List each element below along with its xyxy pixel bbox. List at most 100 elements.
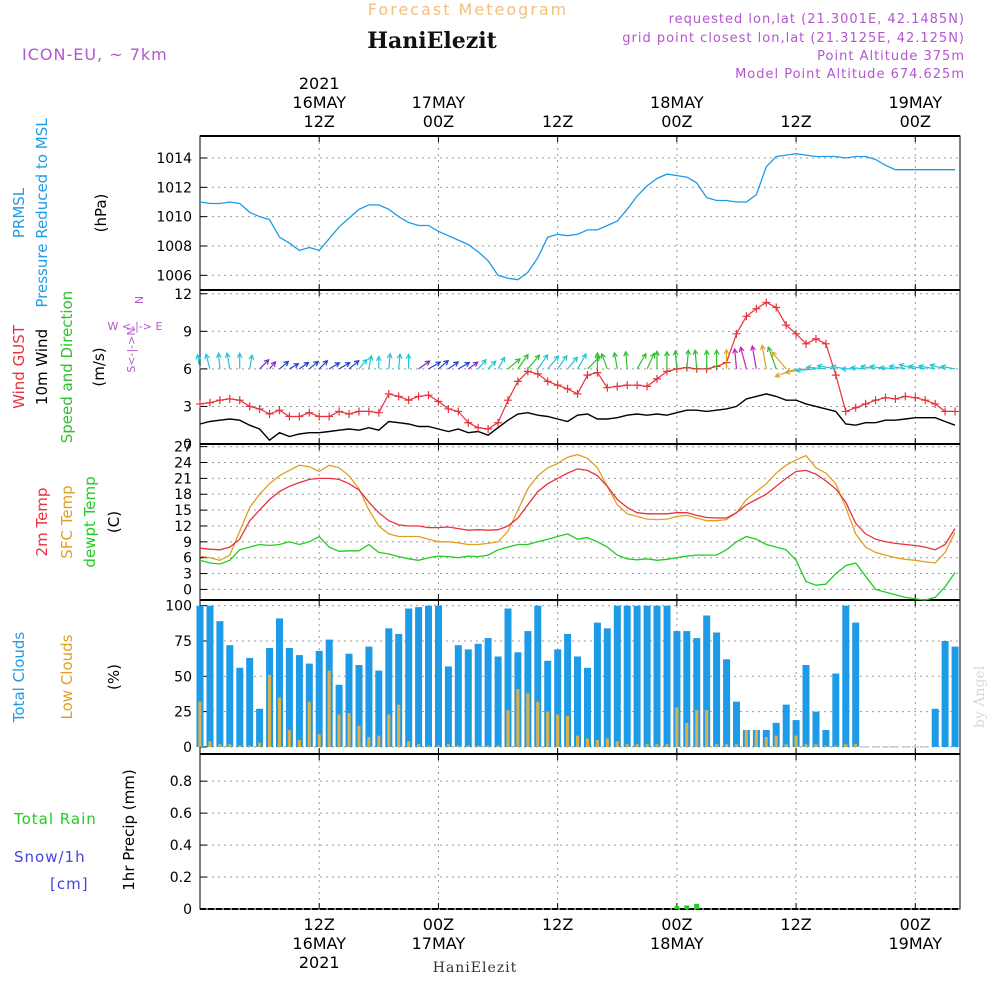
panels: 1006100810101012101403691203691215182124… (10, 118, 961, 918)
dewpt-line (199, 533, 956, 601)
total-cloud-bar (852, 622, 860, 747)
wind-arrow (418, 360, 431, 370)
total-cloud-bar (295, 655, 303, 747)
low-cloud-bar (496, 745, 500, 747)
total-cloud-bar (385, 628, 393, 747)
total-cloud-bar (703, 615, 711, 747)
gust-marker (345, 409, 354, 418)
low-cloud-bar (407, 741, 411, 747)
gust-marker (643, 382, 652, 391)
total-cloud-bar (315, 650, 323, 747)
low-cloud-bar (337, 714, 341, 747)
wind-arrow (868, 364, 886, 370)
gust-marker (484, 424, 493, 433)
total-cloud-bar (772, 722, 780, 747)
wind-arrow (318, 359, 329, 370)
low-cloud-bar (426, 745, 430, 747)
low-cloud-bar (466, 745, 470, 747)
wind-arrow (623, 350, 629, 369)
wind-arrow (587, 355, 601, 370)
low-cloud-bar (347, 713, 351, 747)
panel-label: (C) (105, 511, 123, 533)
total-cloud-bar (435, 605, 442, 747)
low-cloud-bar (645, 744, 649, 747)
gust-marker (354, 407, 363, 416)
y-tick-label: 3 (183, 567, 192, 583)
gust-marker (861, 399, 870, 408)
gust-marker (394, 392, 403, 401)
requested-coords: requested lon,lat (21.3001E, 42.1485N) (669, 12, 965, 27)
gust-marker (821, 339, 830, 348)
wind-arrow (703, 349, 710, 369)
total-cloud-bar (941, 641, 949, 747)
low-cloud-bar (744, 730, 748, 747)
total-cloud-bar (415, 607, 423, 747)
gust-marker (951, 407, 960, 416)
wind-arrow (805, 364, 826, 371)
time-axis-label: 16MAY (292, 93, 346, 112)
panel-label: 10m Wind (33, 329, 51, 405)
precip-bar (674, 906, 680, 909)
time-axis-label: 12Z (304, 112, 335, 131)
time-axis-label: 17MAY (412, 934, 466, 953)
gust-marker (742, 312, 751, 321)
gust-marker (235, 396, 244, 405)
low-cloud-bar (397, 704, 401, 747)
low-cloud-bar (834, 745, 838, 747)
panel-label: (m/s) (90, 347, 108, 386)
compass-s: S<-|->N (125, 327, 138, 372)
low-cloud-bar (605, 738, 609, 747)
y-tick-label: 1010 (156, 210, 192, 226)
wind-arrow (204, 353, 211, 370)
gust-marker (831, 371, 840, 380)
total-cloud-bar (444, 666, 452, 747)
gust-marker (245, 402, 254, 411)
wind-arrow (646, 352, 656, 370)
sfc-temp-line (199, 453, 956, 564)
low-cloud-bar (277, 697, 281, 747)
total-cloud-bar (683, 631, 691, 747)
total-cloud-bar (524, 631, 532, 747)
y-tick-label: 0 (183, 740, 192, 756)
y-tick-label: 27 (174, 440, 192, 456)
total-cloud-bar (653, 605, 661, 747)
precip-label-snow: Snow/1h (14, 848, 86, 866)
time-axis-label: 00Z (661, 112, 692, 131)
wind-arrow (816, 363, 836, 370)
low-cloud-bar (764, 737, 768, 747)
time-axis-label: 2021 (299, 74, 340, 93)
gust-marker (841, 407, 850, 416)
low-cloud-bar (436, 745, 440, 747)
total-cloud-bar (693, 638, 701, 747)
total-cloud-bar (196, 605, 204, 747)
gust-marker (364, 407, 373, 416)
total-cloud-bar (643, 605, 651, 747)
low-cloud-bar (218, 744, 222, 747)
gust-marker (414, 392, 423, 401)
gust-marker (921, 396, 930, 405)
total-cloud-bar (484, 638, 492, 747)
wind-arrow (438, 359, 450, 370)
panel-label: Pressure Reduced to MSL (33, 118, 51, 308)
total-cloud-bar (256, 708, 264, 747)
gust-marker (941, 407, 950, 416)
wind-arrow (557, 354, 568, 370)
gust-marker (563, 384, 572, 393)
total-cloud-bar (951, 646, 959, 747)
panel-frame (199, 753, 961, 910)
wind-arrow (600, 352, 608, 370)
time-axis-label: 12Z (304, 915, 335, 934)
y-tick-label: 50 (174, 669, 192, 685)
low-cloud-bar (357, 725, 361, 747)
low-cloud-bar (734, 744, 738, 747)
time-axis-label: 00Z (423, 112, 454, 131)
wind-arrow (917, 363, 936, 370)
time-axis-label: 18MAY (650, 93, 704, 112)
y-tick-label: 1012 (156, 180, 192, 196)
total-cloud-bar (832, 673, 840, 747)
total-cloud-bar (226, 645, 234, 747)
panel-label: dewpt Temp (81, 476, 99, 567)
low-cloud-bar (665, 744, 669, 747)
total-cloud-bar (723, 659, 731, 747)
